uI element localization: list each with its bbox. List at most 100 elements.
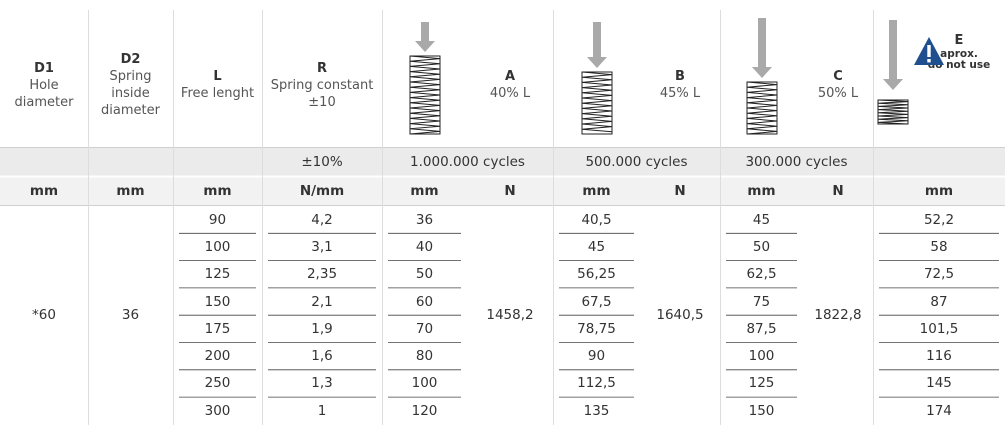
cell-value: 175 <box>173 315 262 342</box>
cell-value: 72,5 <box>873 261 1005 288</box>
cell-value: 67,5 <box>553 288 640 315</box>
header-label: diameter <box>15 94 74 111</box>
cell-value: 80 <box>382 343 467 370</box>
cell-value: 78,75 <box>553 315 640 342</box>
header-code: A <box>505 68 515 85</box>
unit: mm <box>382 177 467 205</box>
arrow-shaft <box>421 22 429 42</box>
cycles-label: 1.000.000 cycles <box>382 148 553 176</box>
unit: N <box>803 177 873 205</box>
cell-value: 1 <box>262 397 382 424</box>
cell-value: 45 <box>553 233 640 260</box>
arrow-head <box>587 57 607 68</box>
cycles-label: 300.000 cycles <box>720 148 873 176</box>
cell-value: 125 <box>173 261 262 288</box>
cell-value: 90 <box>553 343 640 370</box>
cell-value: 1,6 <box>262 343 382 370</box>
spring-coil <box>747 82 777 134</box>
merged-value: 36 <box>88 301 173 329</box>
cell-value: 87 <box>873 288 1005 315</box>
merged-value: 1640,5 <box>640 301 720 329</box>
cycles-label: ±10% <box>262 148 382 176</box>
header-label: 45% L <box>660 85 700 102</box>
spring-coil <box>878 100 908 124</box>
header-label: 40% L <box>490 85 530 102</box>
unit: mm <box>173 177 262 205</box>
unit: N/mm <box>262 177 382 205</box>
cell-value: 4,2 <box>262 206 382 233</box>
header-label: Spring constant <box>271 77 374 94</box>
arrow-head <box>883 79 903 90</box>
cell-value: 145 <box>873 370 1005 397</box>
unit: mm <box>720 177 803 205</box>
cell-value: 2,35 <box>262 261 382 288</box>
spring-coil <box>410 56 440 134</box>
header-code: L <box>213 68 221 85</box>
cell-value: 174 <box>873 397 1005 424</box>
cell-value: 40 <box>382 233 467 260</box>
header-label: ±10 <box>308 94 335 111</box>
cell-value: 120 <box>382 397 467 424</box>
cycles-label: 500.000 cycles <box>553 148 720 176</box>
cell-value: 36 <box>382 206 467 233</box>
spring-coil <box>582 72 612 132</box>
cell-value: 60 <box>382 288 467 315</box>
cell-value: 101,5 <box>873 315 1005 342</box>
cell-value: 200 <box>173 343 262 370</box>
header-label: Free lenght <box>181 85 254 102</box>
unit: mm <box>553 177 640 205</box>
cell-value: 116 <box>873 343 1005 370</box>
spring-table: D1Holediameter mm D2Springinsidediameter mm… <box>0 0 1005 425</box>
cell-value: 58 <box>873 233 1005 260</box>
header-label: Spring <box>110 68 152 85</box>
header-code: R <box>317 60 327 77</box>
cell-value: 45 <box>720 206 803 233</box>
cell-value: 150 <box>720 397 803 424</box>
arrow-head <box>752 67 772 78</box>
merged-value: *60 <box>0 301 88 329</box>
unit: mm <box>873 177 1005 205</box>
cell-value: 3,1 <box>262 233 382 260</box>
cell-value: 100 <box>173 233 262 260</box>
cell-value: 52,2 <box>873 206 1005 233</box>
unit: N <box>467 177 553 205</box>
unit: N <box>640 177 720 205</box>
unit: mm <box>0 177 88 205</box>
header-code: C <box>833 68 843 85</box>
arrow-shaft <box>758 18 766 68</box>
header-code: B <box>675 68 685 85</box>
cell-value: 1,9 <box>262 315 382 342</box>
cell-value: 56,25 <box>553 261 640 288</box>
cell-value: 2,1 <box>262 288 382 315</box>
header-label: diameter <box>101 102 160 119</box>
cell-value: 250 <box>173 370 262 397</box>
cell-value: 50 <box>382 261 467 288</box>
cell-value: 75 <box>720 288 803 315</box>
header-label: 50% L <box>818 85 858 102</box>
header-code: D2 <box>121 51 141 68</box>
cell-value: 112,5 <box>553 370 640 397</box>
cell-value: 87,5 <box>720 315 803 342</box>
header-label: Hole <box>29 77 58 94</box>
arrow-shaft <box>889 20 897 80</box>
cell-value: 150 <box>173 288 262 315</box>
arrow-shaft <box>593 22 601 58</box>
unit: mm <box>88 177 173 205</box>
cell-value: 125 <box>720 370 803 397</box>
cell-value: 100 <box>382 370 467 397</box>
header-code: E <box>955 32 964 49</box>
cell-value: 40,5 <box>553 206 640 233</box>
cell-value: 70 <box>382 315 467 342</box>
cell-value: 62,5 <box>720 261 803 288</box>
merged-value: 1822,8 <box>803 301 873 329</box>
cell-value: 300 <box>173 397 262 424</box>
merged-value: 1458,2 <box>467 301 553 329</box>
